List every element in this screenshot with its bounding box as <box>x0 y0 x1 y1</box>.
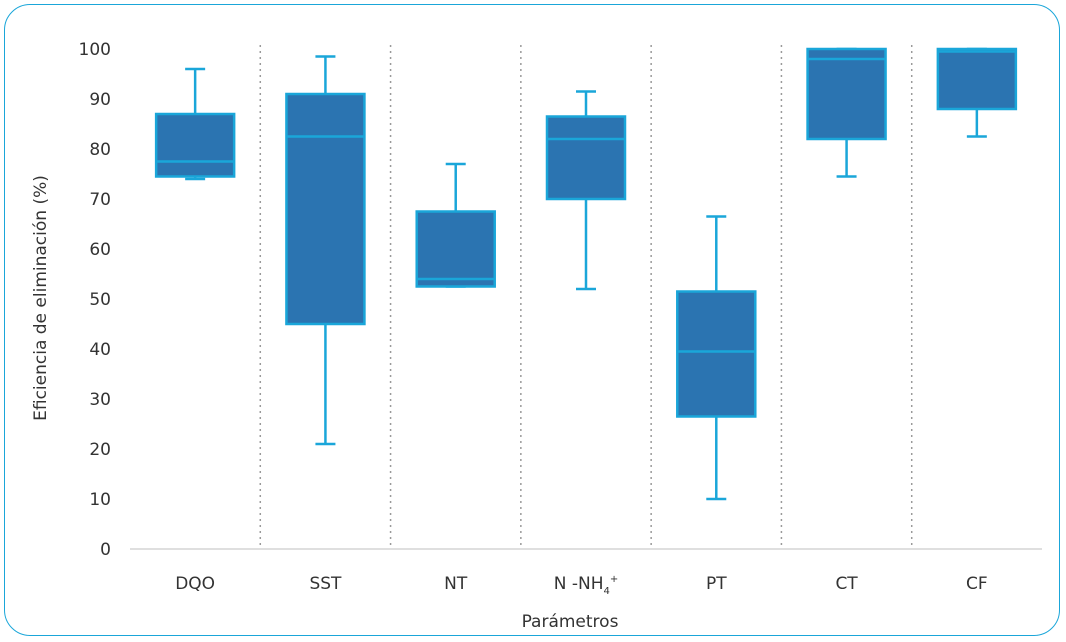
y-tick-label: 100 <box>79 40 111 60</box>
y-tick-label: 20 <box>89 440 111 460</box>
y-tick-label: 0 <box>100 540 111 560</box>
x-category-label: SST <box>309 574 342 594</box>
y-tick-label: 80 <box>89 140 111 160</box>
x-category-label: DQO <box>175 574 215 594</box>
y-tick-label: 90 <box>89 90 111 110</box>
box-iqr <box>806 47 887 141</box>
x-axis-title: Parámetros <box>522 612 619 632</box>
y-tick-label: 10 <box>89 490 111 510</box>
box-iqr <box>154 112 236 178</box>
x-category-label: N -NH4+ <box>554 574 619 597</box>
x-category-label: PT <box>706 574 727 594</box>
y-axis-title: Eficiencia de eliminación (%) <box>31 175 51 421</box>
x-category-label: CF <box>966 574 988 594</box>
box-iqr <box>545 115 627 201</box>
x-category-label: CT <box>835 574 858 594</box>
y-tick-label: 30 <box>89 390 111 410</box>
box-iqr <box>936 47 1018 111</box>
box-iqr <box>676 290 757 418</box>
x-category-label: NT <box>444 574 468 594</box>
y-tick-label: 70 <box>89 190 111 210</box>
y-tick-label: 50 <box>89 290 111 310</box>
y-tick-label: 60 <box>89 240 111 260</box>
box-iqr <box>285 92 366 326</box>
box-iqr <box>415 210 496 288</box>
y-tick-label: 40 <box>89 340 111 360</box>
